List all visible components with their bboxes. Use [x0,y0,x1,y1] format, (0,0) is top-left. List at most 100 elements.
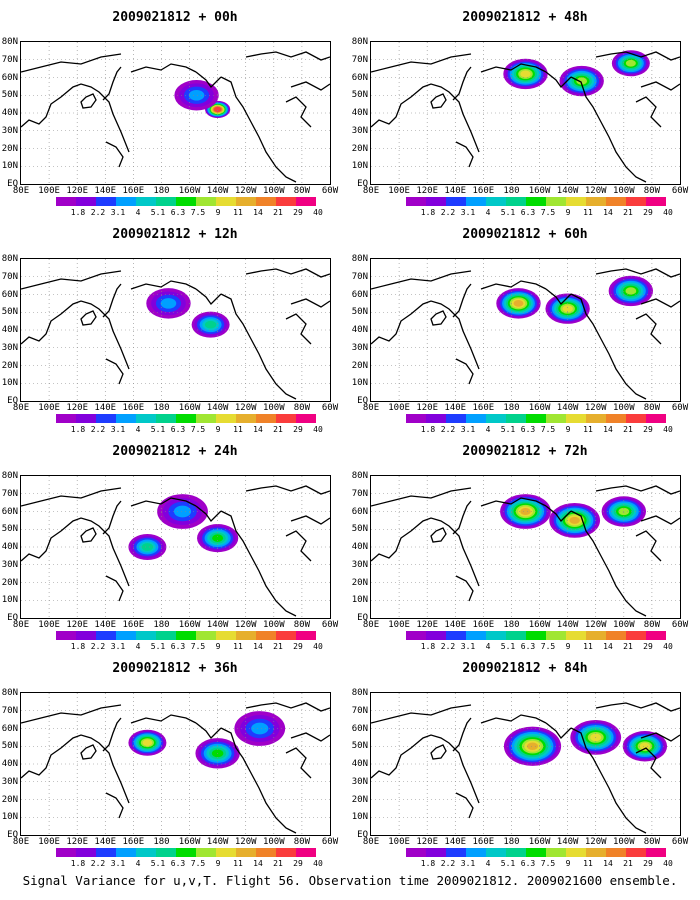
colorbar-swatch [566,414,586,423]
colorbar-swatch [276,414,296,423]
colorbar-level-label: 9 [215,859,221,868]
colorbar-swatch [526,631,546,640]
colorbar-level-label: 40 [663,208,673,217]
colorbar-level-label: 11 [583,425,593,434]
lat-tick-label: 80N [1,688,18,698]
colorbar-swatch [176,414,196,423]
colorbar-swatch [176,848,196,857]
colorbar-level-label: 4 [135,642,141,651]
variance-contour [625,59,636,67]
colorbar-swatch [136,631,156,640]
colorbar-level-label: 4 [485,208,491,217]
lat-tick-label: 30N [1,342,18,353]
variance-contour [204,320,217,329]
colorbar-level-label: 1.8 [70,642,86,651]
colorbar-swatch [506,631,526,640]
lon-tick-label: 180 [503,620,520,630]
lon-tick-label: 80E [12,186,30,196]
lon-tick-label: 80W [293,837,311,847]
lat-tick-label: 40N [351,759,368,769]
lon-tick-label: 120W [234,186,257,196]
colorbar-swatch [406,631,426,640]
lon-tick-label: 140E [444,403,467,413]
coastline [245,268,330,278]
lat-tick-label: 50N [1,307,18,318]
colorbar-swatch [526,414,546,423]
colorbar-swatch [256,414,276,423]
lat-tick-label: 80N [1,254,18,264]
lon-tick-label: 140E [444,620,467,630]
colorbar-swatch [116,631,136,640]
colorbar-swatch [646,197,666,206]
colorbar-level-label: 40 [663,642,673,651]
coastline [285,313,312,345]
lon-tick-label: 100E [388,837,410,847]
lat-tick-label: 10N [1,161,18,172]
lon-tick-label: 80W [293,186,311,196]
coastline [455,141,474,168]
coastline [285,96,312,128]
lon-tick-label: 80E [12,620,30,630]
colorbar-swatch [506,848,526,857]
colorbar-swatch [156,631,176,640]
colorbar-swatch [446,848,466,857]
coastline [80,527,97,543]
colorbar-level-label: 14 [603,859,613,868]
coastline [371,704,472,724]
colorbar-swatch [486,848,506,857]
colorbar-level-label: 29 [293,642,303,651]
lon-tick-label: 120W [234,403,257,413]
variance-contour [520,70,531,78]
colorbar-level-label: 1.8 [70,859,86,868]
lat-tick-label: 20N [1,143,18,154]
colorbar-level-label: 40 [313,642,323,651]
colorbar-level-label: 3.1 [110,425,126,434]
lat-tick-label: 60N [351,723,368,734]
lon-tick-label: 160W [528,403,551,413]
lon-tick-label: 80E [12,403,30,413]
colorbar-swatch [276,631,296,640]
colorbar-level-label: 11 [233,425,243,434]
colorbar-level-label: 11 [233,859,243,868]
colorbar-swatch [606,848,626,857]
lon-tick-label: 160E [472,837,495,847]
lon-tick-label: 140E [94,620,117,630]
colorbar-swatch [426,631,446,640]
coastline [220,293,297,400]
lon-tick-label: 60W [321,620,339,630]
colorbar-swatch [486,414,506,423]
colorbar-level-label: 40 [663,425,673,434]
colorbar-level-label: 11 [233,642,243,651]
lon-tick-label: 180 [503,403,520,413]
colorbar-swatch [76,848,96,857]
coastline [21,517,130,587]
coastline [102,283,122,318]
lon-tick-label: 160E [122,186,145,196]
colorbar-swatch [196,197,216,206]
lon-tick-label: 140E [444,186,467,196]
coastline [455,792,474,819]
lon-tick-label: 180 [153,403,170,413]
lat-tick-label: 70N [351,271,368,282]
coastline [290,298,330,308]
colorbar-level-label: 1.8 [420,208,436,217]
lon-tick-label: 160W [178,403,201,413]
map-panel [20,692,331,836]
colorbar-swatch [116,414,136,423]
lon-tick-label: 80E [362,186,380,196]
lat-tick-label: 40N [351,325,368,335]
lon-tick-label: 140W [556,186,579,196]
lon-tick-label: 160W [178,837,201,847]
lat-tick-label: 60N [1,506,18,517]
variance-contour [569,516,580,524]
coastline [21,83,130,153]
lon-tick-label: 120W [584,403,607,413]
variance-map [21,693,330,835]
lat-tick-label: 20N [351,794,368,805]
lon-tick-label: 80W [643,186,661,196]
lon-tick-label: 180 [153,837,170,847]
lat-tick-label: 50N [351,90,368,101]
colorbar-level-label: 21 [623,642,633,651]
lat-tick-label: 20N [351,360,368,371]
colorbar-level-label: 29 [293,859,303,868]
